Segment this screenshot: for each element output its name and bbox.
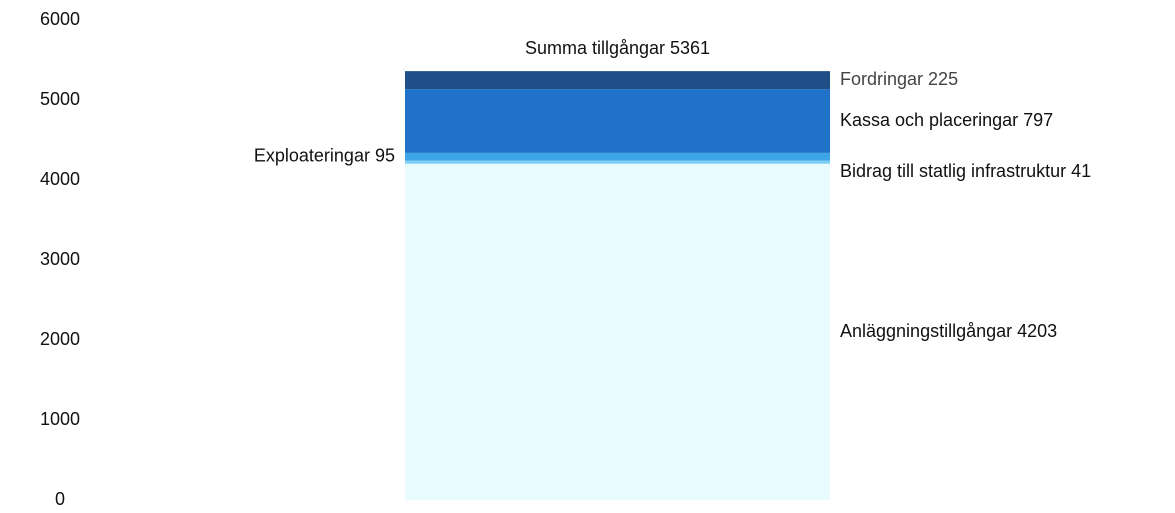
bar-segment — [405, 163, 830, 500]
segment-value: 225 — [928, 69, 958, 89]
y-tick-label: 6000 — [40, 9, 80, 29]
segment-value: 797 — [1023, 110, 1053, 130]
segment-label: Fordringar 225 — [840, 69, 958, 89]
y-tick-label: 0 — [55, 489, 65, 509]
segment-name: Anläggningstillgångar — [840, 321, 1012, 341]
segment-label: Bidrag till statlig infrastruktur 41 — [840, 161, 1091, 181]
segment-label: Anläggningstillgångar 4203 — [840, 321, 1057, 341]
total-label: Summa tillgångar 5361 — [525, 38, 710, 58]
segment-name: Kassa och placeringar — [840, 110, 1018, 130]
segment-value: 41 — [1071, 161, 1091, 181]
segment-label: Exploateringar 95 — [254, 145, 395, 165]
segment-name: Fordringar — [840, 69, 923, 89]
segment-name: Bidrag till statlig infrastruktur — [840, 161, 1066, 181]
segment-value: 4203 — [1017, 321, 1057, 341]
y-tick-label: 2000 — [40, 329, 80, 349]
bar-segment — [405, 152, 830, 161]
bar-segment — [405, 89, 830, 153]
bar-segment — [405, 160, 830, 164]
y-tick-label: 4000 — [40, 169, 80, 189]
y-tick-label: 3000 — [40, 249, 80, 269]
y-tick-label: 1000 — [40, 409, 80, 429]
total-value: 5361 — [670, 38, 710, 58]
y-tick-label: 5000 — [40, 89, 80, 109]
total-name: Summa tillgångar — [525, 38, 665, 58]
segment-value: 95 — [375, 145, 395, 165]
segment-label: Kassa och placeringar 797 — [840, 110, 1053, 130]
segment-name: Exploateringar — [254, 145, 370, 165]
bar-segment — [405, 71, 830, 90]
